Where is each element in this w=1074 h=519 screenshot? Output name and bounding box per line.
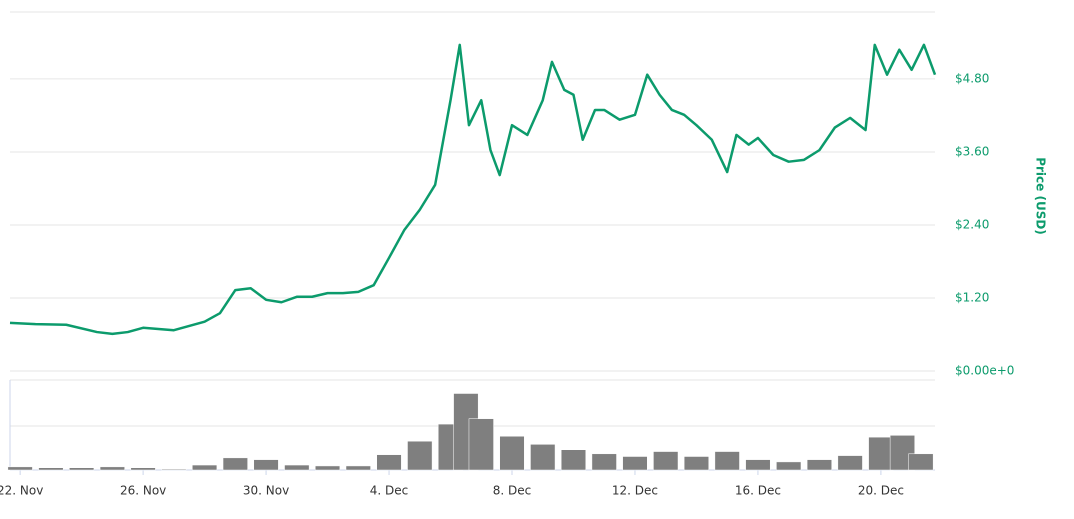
- x-tick-label: 8. Dec: [493, 484, 531, 498]
- volume-bar: [683, 456, 709, 471]
- x-tick-label: 26. Nov: [120, 484, 166, 498]
- volume-bar: [253, 459, 279, 471]
- x-tick-label: 4. Dec: [370, 484, 408, 498]
- volume-bar: [714, 451, 740, 471]
- volume-bar: [407, 440, 433, 471]
- volume-bar: [499, 436, 525, 471]
- volume-bar: [560, 449, 587, 471]
- volume-bar: [468, 418, 494, 471]
- volume-bar: [284, 464, 310, 471]
- x-tick-label: 12. Dec: [612, 484, 658, 498]
- volume-bar: [530, 444, 556, 471]
- volume-bar: [222, 457, 248, 471]
- volume-bar: [38, 467, 64, 471]
- volume-bar: [653, 451, 679, 471]
- y-axis-label: Price (USD): [1034, 157, 1048, 235]
- x-tick-label: 22. Nov: [0, 484, 43, 498]
- volume-bar: [591, 453, 617, 471]
- price-line: [9, 43, 937, 336]
- volume-bar: [7, 466, 33, 471]
- volume-bar: [376, 454, 402, 471]
- volume-bar: [345, 465, 371, 471]
- y-tick-label: $0.00e+0: [955, 364, 1014, 378]
- y-tick-label: $2.40: [955, 217, 989, 231]
- volume-bar: [908, 453, 934, 471]
- volume-bar: [130, 467, 156, 471]
- volume-bar: [806, 459, 832, 471]
- x-tick-label: 20. Dec: [858, 484, 904, 498]
- y-tick-label: $4.80: [955, 71, 989, 85]
- volume-bar: [192, 464, 218, 471]
- volume-bar: [622, 456, 648, 471]
- x-tick-label: 30. Nov: [243, 484, 289, 498]
- volume-bar: [776, 461, 802, 471]
- y-tick-label: $3.60: [955, 144, 989, 158]
- volume-bar: [837, 455, 863, 471]
- volume-bar: [868, 436, 894, 471]
- y-tick-label: $1.20: [955, 290, 989, 304]
- volume-bar: [99, 466, 125, 471]
- volume-bar: [69, 467, 95, 471]
- volume-bar: [161, 468, 187, 471]
- volume-bar: [315, 465, 341, 471]
- volume-bar: [745, 459, 771, 471]
- x-tick-label: 16. Dec: [735, 484, 781, 498]
